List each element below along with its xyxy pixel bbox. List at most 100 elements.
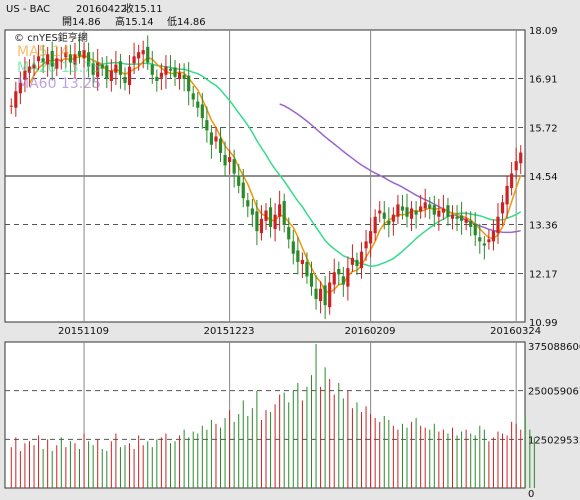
candle-body	[314, 288, 318, 299]
candle-body	[100, 64, 104, 69]
candle-body	[273, 214, 277, 230]
candle-body	[36, 56, 41, 62]
candle-body	[200, 104, 204, 119]
candle-body	[68, 54, 72, 63]
candle-body	[173, 67, 177, 77]
high-label: 高15.14	[115, 15, 154, 28]
candle-body	[82, 50, 86, 59]
candle-body	[187, 75, 191, 92]
candle-body	[355, 259, 359, 267]
candle-body	[469, 220, 473, 227]
candle-body	[137, 52, 141, 59]
candle-body	[205, 120, 209, 131]
candle-body	[127, 66, 132, 86]
candle-body	[318, 288, 323, 302]
candle-body	[369, 231, 373, 244]
candle-body	[46, 54, 50, 65]
legend-ma5: MA5 14.…	[17, 44, 88, 60]
candle-body	[32, 64, 36, 69]
candle-body	[223, 155, 227, 166]
candle-body	[423, 202, 427, 209]
candle-body	[437, 210, 441, 217]
volume-tick-label: 0	[528, 489, 534, 500]
price-tick-label: 12.17	[529, 269, 558, 280]
candle-body	[400, 206, 405, 211]
price-tick-label: 14.54	[529, 172, 558, 183]
candle-body	[59, 60, 63, 62]
low-label: 低14.86	[167, 15, 206, 28]
candle-body	[332, 272, 336, 285]
candle-body	[14, 91, 18, 108]
candle-body	[505, 185, 509, 205]
candle-body	[432, 205, 436, 215]
price-tick-label: 10.99	[529, 318, 558, 329]
candle-body	[378, 210, 382, 214]
candle-body	[41, 58, 45, 63]
candle-body	[473, 223, 477, 236]
volume-axis: 375088600 250059067 125029533 0	[528, 342, 580, 500]
date-tick-label: 20151223	[204, 326, 255, 337]
candle-body	[373, 216, 377, 234]
candle-body	[18, 83, 22, 94]
candle-body	[268, 207, 273, 227]
price-tick-label: 15.72	[529, 123, 558, 134]
candle-body	[23, 70, 27, 80]
candle-body	[159, 72, 163, 78]
legend-ma20: MA20 13.75	[17, 60, 101, 76]
price-tick-label: 16.91	[529, 75, 558, 86]
candle-body	[155, 76, 159, 81]
candle-body	[496, 216, 500, 234]
candle-body	[359, 251, 364, 269]
candle-body	[182, 74, 186, 79]
close-label: 收15.11	[124, 2, 163, 15]
volume-tick-label: 375088600	[528, 342, 580, 353]
candle-body	[514, 161, 518, 171]
candle-body	[387, 220, 391, 225]
candle-body	[164, 66, 168, 75]
candle-body	[87, 52, 91, 67]
candle-body	[291, 241, 295, 254]
candle-body	[482, 243, 486, 246]
candle-body	[350, 257, 355, 265]
volume-panel	[4, 341, 526, 489]
candle-body	[146, 46, 150, 63]
candle-body	[27, 66, 32, 73]
ma60-line	[279, 103, 521, 234]
candle-body	[282, 201, 286, 225]
date-tick-label: 20151109	[58, 326, 109, 337]
candle-body	[132, 56, 136, 64]
candle-body	[228, 157, 232, 163]
candle-body	[168, 68, 173, 71]
candle-body	[241, 182, 245, 199]
candle-body	[450, 214, 455, 219]
candle-body	[77, 50, 82, 57]
copyright-icon: ©	[14, 33, 27, 44]
candle-body	[500, 202, 505, 214]
ma20-line	[97, 61, 522, 268]
candle-body	[105, 65, 109, 79]
candle-body	[73, 54, 77, 65]
candle-body	[264, 210, 268, 221]
candle-body	[337, 268, 341, 275]
candle-body	[405, 207, 409, 217]
volume-bars	[10, 343, 535, 488]
legend-ma60: MA60 13.25	[17, 76, 101, 92]
candle-body	[328, 282, 332, 308]
candle-body	[414, 210, 418, 215]
candle-body	[123, 76, 127, 84]
price-tick-label: 18.09	[529, 26, 558, 37]
candle-body	[391, 214, 395, 222]
candle-body	[191, 93, 195, 100]
candle-body	[300, 259, 304, 265]
candle-body	[55, 58, 59, 69]
volume-tick-label: 125029533	[528, 435, 580, 446]
candle-body	[64, 52, 68, 58]
candle-body	[364, 241, 368, 249]
price-tick-label: 13.36	[529, 221, 558, 232]
candle-body	[396, 204, 400, 217]
candle-body	[510, 173, 514, 188]
candle-body	[519, 152, 523, 164]
candle-body	[177, 72, 182, 79]
candle-body	[296, 250, 300, 262]
candle-body	[341, 276, 345, 285]
